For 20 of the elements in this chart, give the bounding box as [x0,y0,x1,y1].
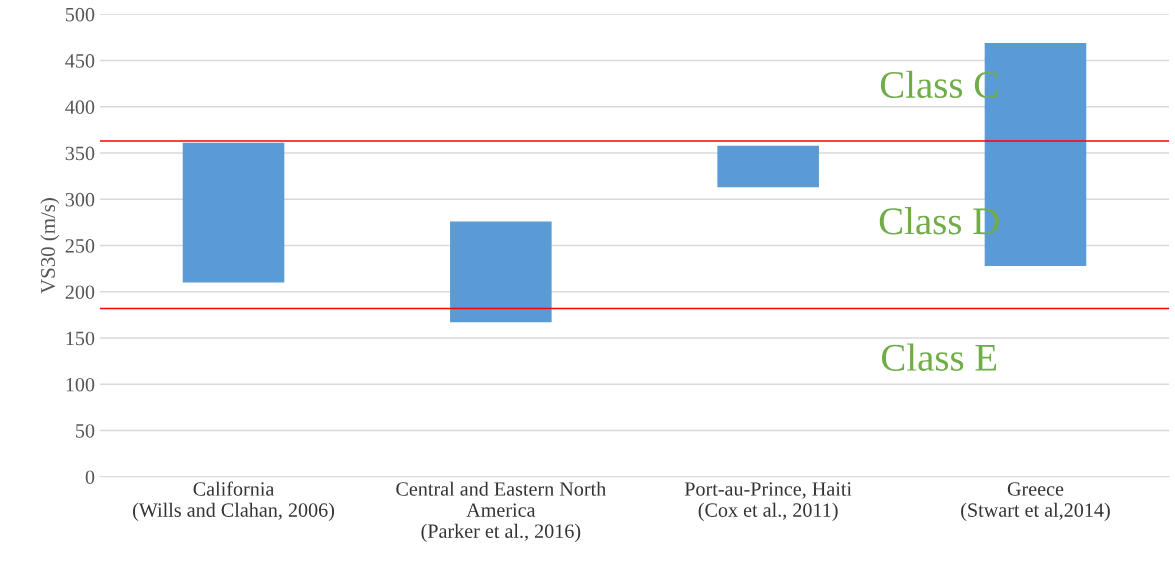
y-axis-title: VS30 (m/s) [40,198,60,294]
x-tick-label: California (Wills and Clahan, 2006) [133,481,335,521]
y-tick-label: 150 [66,331,95,346]
y-tick-label: 350 [65,146,95,161]
annotation: Class E [881,343,997,371]
y-tick-label: 250 [65,239,95,253]
bar [182,142,285,283]
y-tick-label: 50 [76,424,95,438]
y-tick-label: 500 [65,7,95,22]
y-tick-label: 200 [65,285,95,299]
x-tick-label: Port-au-Prince, Haiti (Cox et al., 2011) [684,482,852,521]
y-tick-label: 300 [65,192,95,207]
x-tick-label: Central and Eastern North America (Parker et al., 2016) [396,481,606,543]
bar [450,221,552,323]
bar [717,145,819,188]
y-tick-label: 450 [65,54,95,68]
y-tick-label: 100 [66,377,95,392]
y-tick-label: 0 [85,470,95,484]
x-tick-label: Greece (Stwart et al,2014) [961,482,1110,521]
y-tick-label: 400 [65,100,95,114]
